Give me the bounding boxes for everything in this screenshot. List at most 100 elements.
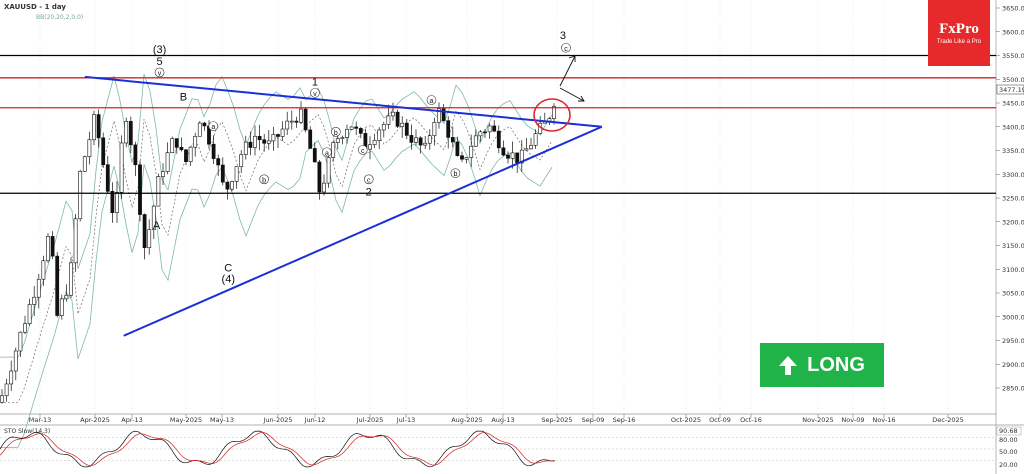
candle-body bbox=[377, 129, 382, 141]
candle-body bbox=[308, 129, 313, 149]
x-tick-label: Apr-2025 bbox=[80, 416, 110, 424]
breakout-highlight-circle bbox=[533, 98, 571, 132]
candle-body bbox=[450, 137, 455, 143]
candle-body bbox=[124, 121, 129, 144]
current-price-label: 3477.19 bbox=[999, 86, 1024, 94]
candle-body bbox=[78, 171, 83, 220]
candle-body bbox=[115, 191, 119, 213]
candle-body bbox=[552, 106, 556, 119]
candle-body bbox=[197, 122, 202, 137]
signal-label: LONG bbox=[807, 353, 865, 376]
indicator-label: BB(20,20,2,0,0) bbox=[36, 14, 83, 21]
candle-body bbox=[170, 138, 175, 154]
candle-body bbox=[496, 130, 501, 149]
wave-label: A bbox=[153, 220, 161, 232]
candle-body bbox=[119, 142, 124, 193]
y-tick-label: 3650.00 bbox=[1002, 5, 1024, 13]
candle-body bbox=[184, 149, 188, 162]
osc-level-20: 20.00 bbox=[999, 461, 1018, 469]
x-tick-label: Oct-2025 bbox=[671, 416, 701, 424]
wave-label-circle bbox=[426, 95, 437, 105]
stochastic-k-line bbox=[0, 430, 556, 468]
trendline bbox=[84, 75, 602, 128]
symbol-title: XAUUSD - 1 day bbox=[4, 3, 66, 11]
wave-label: (3) bbox=[153, 44, 166, 56]
candle-body bbox=[280, 128, 285, 137]
wave-label: (4) bbox=[222, 274, 235, 286]
y-tick-label: 3000.00 bbox=[1002, 313, 1024, 321]
candle-body bbox=[82, 156, 87, 172]
candle-body bbox=[101, 137, 106, 165]
candle-body bbox=[133, 144, 138, 166]
candle-body bbox=[386, 115, 391, 125]
candle-body bbox=[381, 124, 386, 131]
candle-body bbox=[271, 134, 276, 142]
wave-label: c bbox=[361, 148, 365, 155]
candle-body bbox=[128, 121, 133, 146]
candle-body bbox=[533, 133, 538, 146]
candle-body bbox=[285, 120, 290, 130]
candle-body bbox=[234, 166, 239, 182]
candle-body bbox=[354, 126, 359, 129]
candle-body bbox=[174, 138, 179, 148]
candle-body bbox=[340, 137, 345, 139]
candle-body bbox=[96, 114, 101, 139]
candle-body bbox=[335, 138, 340, 143]
candle-body bbox=[4, 383, 9, 397]
x-tick-label: Mar-13 bbox=[29, 416, 51, 424]
y-tick-label: 3350.00 bbox=[1002, 147, 1024, 155]
x-tick-label: May-13 bbox=[210, 416, 234, 424]
y-tick-label: 3050.00 bbox=[1002, 290, 1024, 298]
candle-body bbox=[349, 126, 354, 130]
wave-label-circle bbox=[561, 42, 571, 53]
wave-label: 5 bbox=[156, 56, 162, 68]
wave-label-circle bbox=[154, 67, 165, 78]
x-tick-label: Apr-13 bbox=[121, 416, 142, 424]
candle-body bbox=[156, 176, 161, 207]
y-tick-label: 3150.00 bbox=[1002, 242, 1024, 250]
y-tick-label: 2950.00 bbox=[1002, 337, 1024, 345]
candle-body bbox=[478, 131, 483, 137]
candle-body bbox=[312, 148, 317, 163]
x-tick-label: Sep-2025 bbox=[541, 416, 572, 424]
candle-body bbox=[326, 157, 331, 184]
candle-body bbox=[211, 143, 216, 159]
candle-body bbox=[225, 181, 230, 190]
candle-body bbox=[506, 154, 510, 159]
candle-body bbox=[55, 255, 60, 316]
candle-body bbox=[165, 152, 170, 172]
x-tick-label: Jun-2025 bbox=[262, 416, 292, 424]
candle-body bbox=[460, 155, 464, 160]
wave-label: 3 bbox=[560, 30, 566, 42]
candle-body bbox=[230, 181, 234, 190]
candle-body bbox=[409, 135, 414, 143]
candle-body bbox=[294, 120, 299, 123]
y-tick-label: 2850.00 bbox=[1002, 385, 1024, 393]
x-tick-label: Nov-2025 bbox=[802, 416, 833, 424]
bollinger-upper bbox=[0, 73, 553, 358]
candle-body bbox=[188, 146, 193, 162]
arrow-up-icon bbox=[779, 356, 798, 375]
candle-body bbox=[510, 152, 515, 159]
wave-label: b bbox=[453, 171, 457, 178]
candle-body bbox=[437, 108, 441, 123]
oscillator-level-labels: 90.68 80.00 50.00 20.00 bbox=[996, 426, 1022, 469]
candle-body bbox=[432, 122, 437, 137]
osc-level-90: 90.68 bbox=[999, 427, 1018, 435]
candle-body bbox=[142, 214, 147, 248]
candle-body bbox=[69, 262, 73, 296]
long-signal-badge: LONG bbox=[760, 343, 884, 387]
candle-body bbox=[0, 395, 4, 403]
candle-body bbox=[519, 149, 524, 164]
candle-body bbox=[529, 144, 533, 150]
candle-body bbox=[32, 296, 37, 305]
candle-body bbox=[473, 135, 478, 147]
candle-body bbox=[13, 350, 18, 372]
x-tick-label: Nov-16 bbox=[872, 416, 895, 424]
candle-body bbox=[36, 278, 41, 298]
candle-body bbox=[23, 323, 27, 333]
candle-body bbox=[9, 370, 14, 385]
candle-body bbox=[50, 236, 55, 257]
wave-label-circle bbox=[450, 168, 461, 178]
